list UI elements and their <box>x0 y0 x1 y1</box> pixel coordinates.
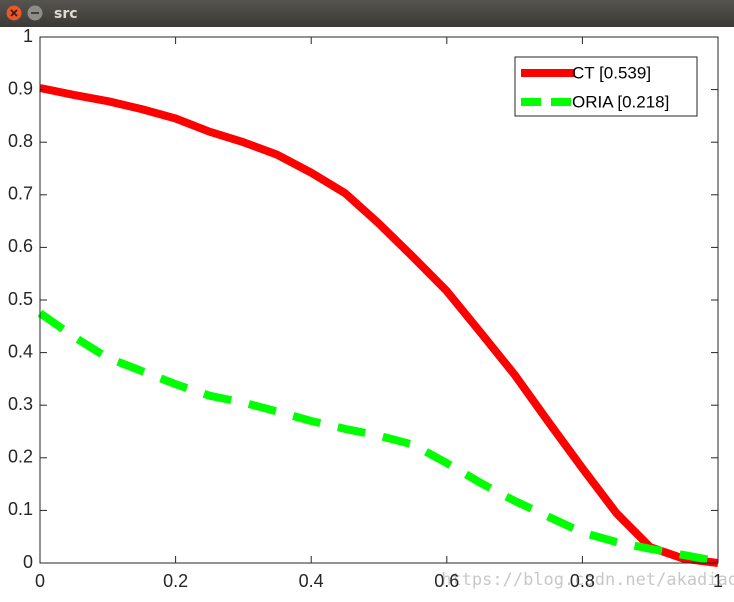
y-tick-label: 0.6 <box>8 236 33 256</box>
y-tick-label: 0.5 <box>8 289 33 309</box>
y-tick-label: 0.2 <box>8 447 33 467</box>
close-icon <box>10 9 18 17</box>
y-tick-label: 0.4 <box>8 341 33 361</box>
y-tick-label: 0.1 <box>8 499 33 519</box>
legend: CT [0.539] ORIA [0.218] <box>514 56 698 117</box>
y-tick-label: 1 <box>23 26 33 46</box>
x-tick-label: 0.6 <box>434 571 459 591</box>
x-tick-label: 0 <box>35 571 45 591</box>
y-tick-label: 0.9 <box>8 78 33 98</box>
title-bar <box>0 0 734 27</box>
x-tick-label: 0.8 <box>570 571 595 591</box>
window-title: src <box>54 6 78 22</box>
legend-label: CT [0.539] <box>572 63 651 82</box>
legend-label: ORIA [0.218] <box>572 92 669 111</box>
legend-box <box>514 56 698 117</box>
line-series <box>37 309 719 566</box>
x-tick-label: 1 <box>713 571 723 591</box>
y-tick-label: 0.7 <box>8 184 33 204</box>
line-series <box>39 84 719 567</box>
y-tick-label: 0 <box>23 552 33 572</box>
y-tick-label: 0.8 <box>8 131 33 151</box>
y-tick-label: 0.3 <box>8 394 33 414</box>
watermark: https://blog.csdn.net/akadiao <box>441 570 734 590</box>
x-tick-label: 0.4 <box>299 571 324 591</box>
x-tick-label: 0.2 <box>163 571 188 591</box>
